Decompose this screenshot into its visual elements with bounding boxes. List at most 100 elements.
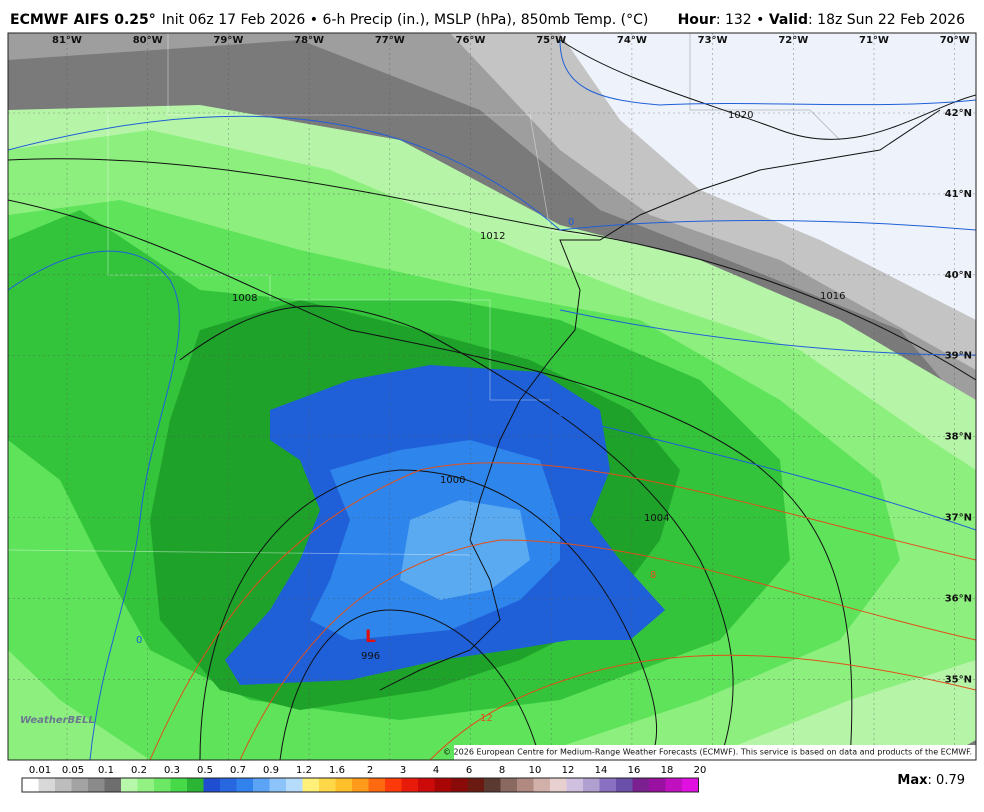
lon-label: 75°W	[536, 35, 566, 46]
lat-label: 38°N	[945, 432, 972, 443]
colorbar-label: 0.5	[197, 765, 213, 776]
colorbar-label: 0.05	[62, 765, 84, 776]
colorbar-swatch	[220, 778, 237, 792]
colorbar-swatch	[665, 778, 682, 792]
temp-label: 0	[568, 217, 574, 228]
colorbar-swatch	[599, 778, 616, 792]
isobar	[559, 39, 976, 140]
colorbar-label: 6	[466, 765, 472, 776]
lat-label: 41°N	[945, 189, 972, 200]
colorbar-swatch	[401, 778, 418, 792]
colorbar-label: 1.2	[296, 765, 312, 776]
colorbar-swatch	[55, 778, 72, 792]
colorbar-swatch	[352, 778, 369, 792]
colorbar-swatch	[434, 778, 451, 792]
colorbar-swatch	[71, 778, 88, 792]
colorbar-swatch	[236, 778, 253, 792]
temp-label: 12	[480, 713, 493, 724]
colorbar-swatch	[170, 778, 187, 792]
max-label: Max	[897, 773, 928, 788]
map: 1020 1012 1016 1008 1004 1000 996 L 0 0 …	[8, 33, 976, 760]
lat-label: 42°N	[945, 108, 972, 119]
state-line	[8, 549, 471, 556]
isotherm	[8, 115, 976, 231]
colorbar-swatch	[302, 778, 319, 792]
isobar	[279, 609, 541, 760]
colorbar-swatch	[38, 778, 55, 792]
colorbar-swatch	[467, 778, 484, 792]
lon-label: 80°W	[133, 35, 163, 46]
colorbar-swatch	[154, 778, 171, 792]
colorbar-swatch	[253, 778, 270, 792]
colorbar-swatch	[121, 778, 138, 792]
hour-label: Hour	[678, 12, 716, 28]
copyright: © 2026 European Centre for Medium-Range …	[443, 748, 972, 757]
lat-label: 37°N	[945, 513, 972, 524]
colorbar-label: 2	[367, 765, 373, 776]
isotherm	[559, 39, 976, 106]
isotherm	[539, 409, 976, 531]
copyright-box	[454, 745, 976, 760]
temp-lines-cold	[8, 39, 976, 760]
isobar-label: 1012	[480, 231, 505, 242]
colorbar-swatch	[368, 778, 385, 792]
max-value: : 0.79	[928, 773, 965, 788]
colorbar-label: 20	[694, 765, 707, 776]
model: ECMWF AIFS 0.25°	[10, 12, 156, 28]
isotherm	[559, 309, 976, 356]
lon-label: 79°W	[213, 35, 243, 46]
colorbar-swatch	[533, 778, 550, 792]
temp-label: 0	[136, 635, 142, 646]
lon-label: 72°W	[778, 35, 808, 46]
isobar-label: 1020	[728, 110, 753, 121]
lon-label: 76°W	[456, 35, 486, 46]
isobar-label: 996	[361, 651, 380, 662]
colorbar-label: 8	[499, 765, 505, 776]
colorbar-label: 0.01	[29, 765, 51, 776]
colorbar-label: 1.6	[329, 765, 345, 776]
colorbar-swatch	[418, 778, 435, 792]
colorbar-label: 0.3	[164, 765, 180, 776]
precip-zone	[400, 500, 530, 600]
colorbar-swatch	[500, 778, 517, 792]
isobar	[8, 199, 853, 760]
colorbar-swatch	[517, 778, 534, 792]
colorbar-label: 14	[595, 765, 608, 776]
state-line	[167, 33, 621, 241]
colorbar-swatch	[550, 778, 567, 792]
colorbar-swatch	[187, 778, 204, 792]
coast	[639, 109, 941, 216]
colorbar-swatch	[649, 778, 666, 792]
colorbar-swatch	[22, 778, 39, 792]
lat-label: 36°N	[945, 593, 972, 604]
colorbar-label: 0.2	[131, 765, 147, 776]
valid-value: : 18z Sun 22 Feb 2026	[808, 12, 965, 28]
colorbar-swatch	[682, 778, 699, 792]
colorbar-swatch	[566, 778, 583, 792]
temp-label: 8	[650, 570, 656, 581]
lat-label: 39°N	[945, 351, 972, 362]
colorbar-swatch	[269, 778, 286, 792]
isobar-label: 1004	[644, 513, 669, 524]
colorbar-swatch	[583, 778, 600, 792]
lon-label: 73°W	[698, 35, 728, 46]
colorbar-label: 16	[628, 765, 641, 776]
lat-label: 35°N	[945, 674, 972, 685]
map-frame	[7, 32, 977, 761]
max: Max: 0.79	[897, 773, 965, 788]
colorbar-swatch	[451, 778, 468, 792]
colorbar-swatch	[137, 778, 154, 792]
colorbar-swatch	[335, 778, 352, 792]
colorbar-label: 10	[529, 765, 542, 776]
isobar-label: 1000	[440, 475, 465, 486]
lon-label: 81°W	[52, 35, 82, 46]
colorbar-swatch	[104, 778, 121, 792]
colorbar-swatch	[88, 778, 105, 792]
lon-label: 77°W	[375, 35, 405, 46]
state-line	[689, 33, 841, 141]
colorbar-swatch	[484, 778, 501, 792]
colorbar-swatch	[616, 778, 633, 792]
isotherm	[239, 539, 976, 760]
